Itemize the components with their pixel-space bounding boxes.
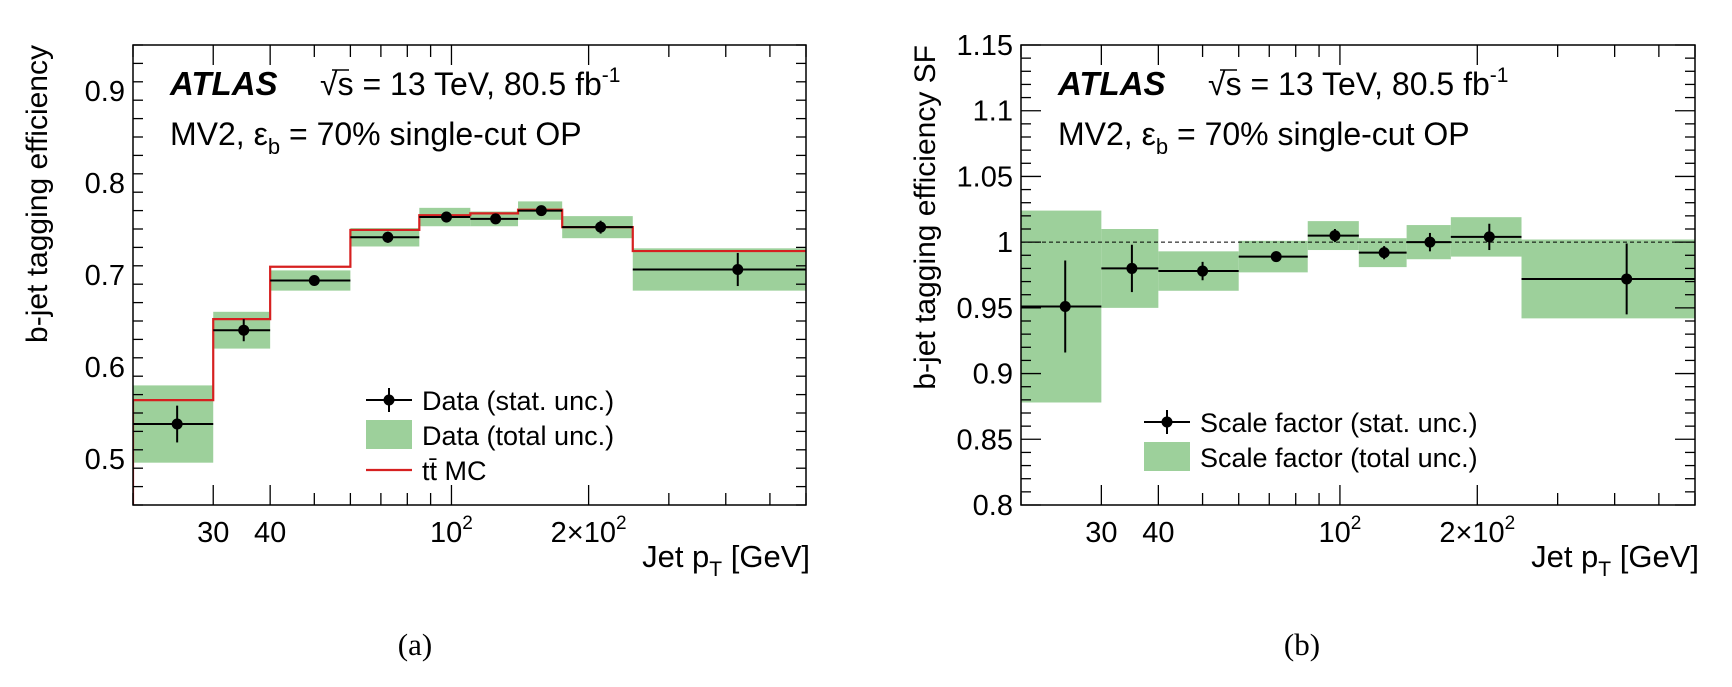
lumi-exponent: -1: [602, 64, 621, 87]
op-sub: b: [268, 134, 280, 159]
y-tick-label: 0.8: [973, 490, 1013, 522]
x-axis-label-sub: T: [1598, 558, 1611, 581]
data-point: [1329, 230, 1341, 242]
op-prefix: MV2, ε: [170, 116, 268, 152]
data-point: [1270, 251, 1282, 263]
y-axis-label: b-jet tagging efficiency SF: [909, 45, 942, 390]
op-sub: b: [1156, 134, 1168, 159]
sqrt-s: √s: [1208, 66, 1242, 102]
x-tick-label-exp: 2: [1351, 513, 1362, 534]
data-point: [490, 213, 502, 225]
x-tick-label-exp: 2: [616, 513, 627, 534]
x-axis-label-main: Jet p: [1531, 539, 1598, 574]
x-tick-label-main: 30: [1085, 517, 1117, 549]
x-tick-label: 40: [254, 517, 286, 549]
x-axis-label-unit: [GeV]: [1611, 539, 1699, 574]
data-point: [238, 324, 250, 336]
y-tick-label: 1.05: [957, 161, 1013, 193]
lumi-exponent: -1: [1490, 64, 1509, 87]
atlas-title: ATLAS: [169, 65, 278, 102]
x-axis-label: Jet pT [GeV]: [642, 539, 810, 581]
y-tick-label: 0.95: [957, 293, 1013, 325]
legend-label: Scale factor (total unc.): [1200, 443, 1478, 473]
y-tick-label: 0.5: [85, 444, 125, 476]
data-point: [535, 205, 547, 217]
x-tick-label-exp: 2: [462, 513, 473, 534]
data-point: [1197, 265, 1209, 277]
panel-caption: (a): [398, 627, 432, 662]
energy-lumi-label: √s = 13 TeV, 80.5 fb-1: [1208, 64, 1508, 102]
x-tick-label-exp: 2: [1505, 513, 1516, 534]
y-axis-label: b-jet tagging efficiency: [21, 45, 54, 343]
x-tick-label-main: 40: [254, 517, 286, 549]
x-tick-label: 102: [430, 513, 473, 549]
data-point: [595, 221, 607, 233]
panel-caption: (b): [1284, 627, 1320, 662]
plot-area: [133, 201, 806, 505]
data-point: [1424, 236, 1436, 248]
data-point: [1621, 273, 1633, 285]
x-axis-label-main: Jet p: [642, 539, 709, 574]
data-point: [440, 211, 452, 223]
y-tick-label: 1.15: [957, 30, 1013, 62]
op-suffix: = 70% single-cut OP: [280, 116, 581, 152]
legend: Data (stat. unc.) Data (total unc.) tt̄ MC: [366, 386, 614, 486]
y-tick-label: 0.7: [85, 260, 125, 292]
plot-frame: [1020, 44, 1696, 506]
x-tick-label: 30: [1085, 517, 1117, 549]
energy-lumi: = 13 TeV, 80.5 fb: [354, 66, 602, 102]
y-tick-label: 0.8: [85, 168, 125, 200]
x-tick-label-main: 10: [1319, 517, 1351, 549]
y-tick-label: 0.85: [957, 424, 1013, 456]
y-tick-label: 0.6: [85, 352, 125, 384]
y-tick-label: 0.9: [973, 359, 1013, 391]
data-point: [1126, 262, 1138, 274]
legend-label: Scale factor (stat. unc.): [1200, 408, 1478, 438]
data-point: [1483, 231, 1495, 243]
plot-area: [1021, 210, 1695, 403]
data-point: [732, 263, 744, 275]
legend-band-swatch: [1144, 442, 1190, 471]
y-tick-label: 1.1: [973, 96, 1013, 128]
operating-point-label: MV2, εb = 70% single-cut OP: [170, 116, 582, 159]
x-axis-label-sub: T: [709, 558, 722, 581]
op-suffix: = 70% single-cut OP: [1168, 116, 1469, 152]
x-tick-label-main: 40: [1142, 517, 1174, 549]
op-prefix: MV2, ε: [1058, 116, 1156, 152]
x-tick-label: 2×102: [551, 513, 627, 549]
atlas-title: ATLAS: [1057, 65, 1166, 102]
legend-label: Data (total unc.): [422, 421, 614, 451]
x-tick-label-main: 30: [197, 517, 229, 549]
x-tick-label-main: 2×10: [1439, 517, 1504, 549]
x-tick-label: 2×102: [1439, 513, 1515, 549]
x-tick-label: 30: [197, 517, 229, 549]
y-tick-label: 1: [997, 227, 1013, 259]
x-tick-label: 102: [1319, 513, 1362, 549]
x-axis-label: Jet pT [GeV]: [1531, 539, 1699, 581]
legend-data-marker: [1161, 416, 1173, 428]
data-point: [171, 418, 183, 430]
y-tick-label: 0.9: [85, 76, 125, 108]
data-point: [1059, 301, 1071, 313]
data-point: [382, 231, 394, 243]
x-axis-label-unit: [GeV]: [722, 539, 810, 574]
x-tick-label: 40: [1142, 517, 1174, 549]
legend-label: tt̄ MC: [422, 456, 487, 486]
operating-point-label: MV2, εb = 70% single-cut OP: [1058, 116, 1470, 159]
legend-data-marker: [383, 394, 395, 406]
energy-lumi-label: √s = 13 TeV, 80.5 fb-1: [320, 64, 620, 102]
legend-band-swatch: [366, 420, 412, 449]
data-point: [308, 275, 320, 287]
plot-frame: [132, 44, 807, 506]
x-tick-label-main: 2×10: [551, 517, 616, 549]
legend-label: Data (stat. unc.): [422, 386, 614, 416]
sqrt-s: √s: [320, 66, 354, 102]
x-tick-label-main: 10: [430, 517, 462, 549]
energy-lumi: = 13 TeV, 80.5 fb: [1242, 66, 1490, 102]
data-point: [1378, 247, 1390, 259]
legend: Scale factor (stat. unc.) Scale factor (t…: [1144, 408, 1478, 473]
